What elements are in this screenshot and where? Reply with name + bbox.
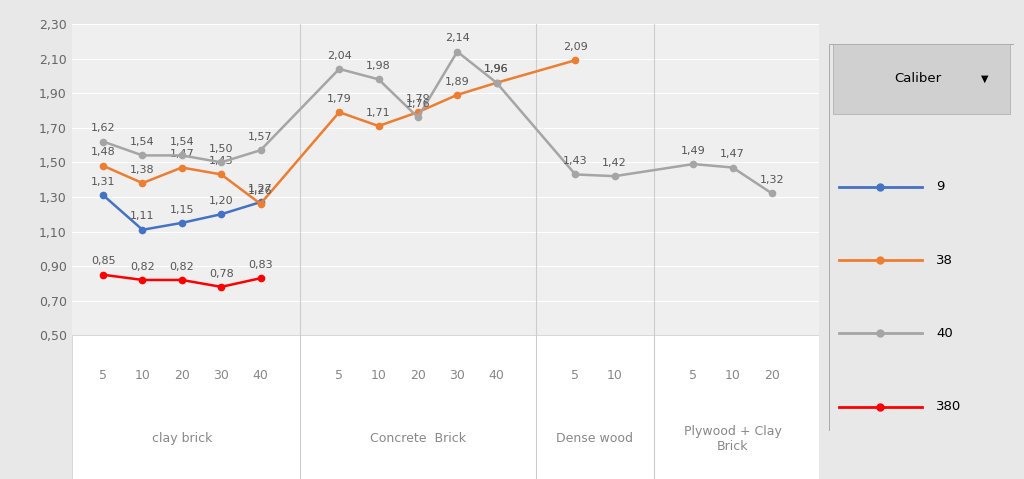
- Text: 30: 30: [450, 369, 465, 382]
- Text: 1,32: 1,32: [760, 175, 784, 185]
- Text: 1,79: 1,79: [327, 94, 351, 104]
- Text: 1,43: 1,43: [209, 156, 233, 166]
- Text: 40: 40: [488, 369, 505, 382]
- Text: 10: 10: [725, 369, 740, 382]
- Text: 2,09: 2,09: [563, 42, 588, 52]
- Text: 1,54: 1,54: [130, 137, 155, 147]
- Text: 1,31: 1,31: [91, 177, 116, 187]
- Text: 1,11: 1,11: [130, 211, 155, 221]
- Text: 0,83: 0,83: [248, 260, 272, 270]
- Text: 2,04: 2,04: [327, 51, 351, 60]
- Text: 1,47: 1,47: [169, 149, 195, 159]
- Text: 1,96: 1,96: [484, 65, 509, 74]
- Text: 1,79: 1,79: [406, 94, 430, 104]
- Text: 0,78: 0,78: [209, 269, 233, 278]
- Text: 1,47: 1,47: [720, 149, 745, 159]
- FancyBboxPatch shape: [829, 45, 1014, 431]
- Text: 9: 9: [936, 180, 945, 194]
- Text: Plywood + Clay
Brick: Plywood + Clay Brick: [684, 425, 781, 453]
- Text: 1,57: 1,57: [248, 132, 272, 142]
- Text: 0,82: 0,82: [130, 262, 155, 272]
- Text: 1,98: 1,98: [367, 61, 391, 71]
- Text: 20: 20: [410, 369, 426, 382]
- Text: 1,20: 1,20: [209, 196, 233, 206]
- Text: 5: 5: [99, 369, 108, 382]
- Text: 20: 20: [174, 369, 189, 382]
- Text: 1,62: 1,62: [91, 123, 116, 133]
- Text: 1,27: 1,27: [248, 184, 273, 194]
- FancyBboxPatch shape: [72, 335, 819, 479]
- Text: 1,89: 1,89: [444, 77, 470, 87]
- Text: 1,96: 1,96: [484, 65, 509, 74]
- Text: 2,14: 2,14: [444, 34, 470, 43]
- Text: 10: 10: [134, 369, 151, 382]
- Text: 5: 5: [335, 369, 343, 382]
- Text: 1,15: 1,15: [170, 205, 195, 215]
- Text: 1,38: 1,38: [130, 165, 155, 175]
- Text: 380: 380: [936, 400, 962, 413]
- Text: 38: 38: [936, 253, 953, 267]
- Text: ▼: ▼: [981, 74, 988, 84]
- Text: 10: 10: [606, 369, 623, 382]
- Text: 20: 20: [764, 369, 780, 382]
- Text: 1,50: 1,50: [209, 144, 233, 154]
- Text: Dense wood: Dense wood: [556, 432, 634, 445]
- Text: 1,76: 1,76: [406, 99, 430, 109]
- Text: Concrete  Brick: Concrete Brick: [370, 432, 466, 445]
- Text: 10: 10: [371, 369, 386, 382]
- Text: 40: 40: [936, 327, 953, 340]
- Text: 5: 5: [689, 369, 697, 382]
- Text: 5: 5: [571, 369, 580, 382]
- Text: 1,49: 1,49: [681, 146, 706, 156]
- Text: 1,26: 1,26: [248, 185, 272, 195]
- Text: 1,54: 1,54: [170, 137, 195, 147]
- FancyBboxPatch shape: [834, 45, 1010, 114]
- Text: 1,43: 1,43: [563, 156, 588, 166]
- Text: 1,42: 1,42: [602, 158, 627, 168]
- Text: Caliber: Caliber: [894, 72, 941, 85]
- Text: 40: 40: [253, 369, 268, 382]
- Text: 0,82: 0,82: [169, 262, 195, 272]
- Text: 0,85: 0,85: [91, 256, 116, 266]
- Text: 1,48: 1,48: [91, 148, 116, 158]
- Text: clay brick: clay brick: [152, 432, 212, 445]
- Text: 1,71: 1,71: [367, 108, 391, 118]
- Text: 30: 30: [213, 369, 229, 382]
